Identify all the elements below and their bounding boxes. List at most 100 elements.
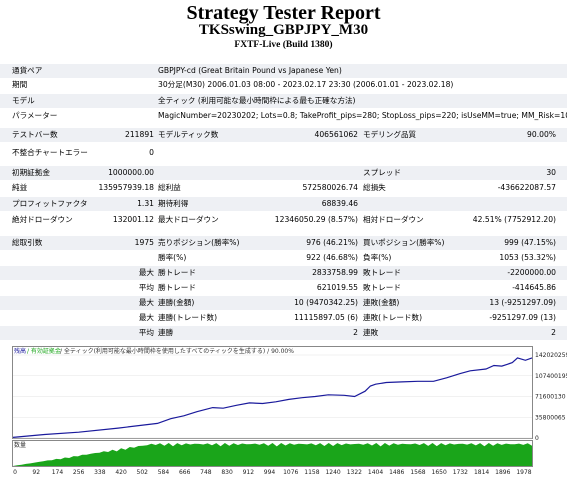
- avg-consec-losses-label: 連敗: [363, 328, 379, 337]
- drawdown-row: 絶対ドローダウン 132001.12 最大ドローダウン 12346050.29 …: [0, 213, 567, 227]
- quality-value: 90.00%: [527, 130, 556, 139]
- y-axis-ticks: 142020259 107400195 71600130 35800065 0: [535, 352, 567, 442]
- avg-consec-losses-value: 2: [551, 328, 556, 337]
- balance-line: [12, 357, 533, 438]
- net-label: 純益: [12, 183, 28, 192]
- y-tick-label: 0: [535, 435, 539, 442]
- pf-label: プロフィットファクタ: [12, 199, 88, 208]
- volume-area: [13, 443, 532, 466]
- total-trades-value: 1975: [134, 238, 154, 247]
- loss-pct-label: 負率(%): [363, 253, 392, 262]
- ticks-value: 406561062: [314, 130, 358, 139]
- report-subtitle: TKSswing_GBPJPY_M30: [198, 22, 369, 38]
- y-tick-label: 107400195: [535, 373, 567, 380]
- x-tick-label: 994: [264, 469, 276, 476]
- balance-graph-panel: 残高 / 有効証拠金 / 全ティック(利用可能な最小時間枠を使用したすべてのティ…: [0, 343, 567, 479]
- x-tick-label: 830: [221, 469, 233, 476]
- abs-dd-label: 絶対ドローダウン: [12, 215, 73, 224]
- win-pct-value: 922 (46.68%): [306, 253, 358, 262]
- avg-win-label: 勝トレード: [158, 283, 196, 292]
- average-row: 平均 勝トレード 621019.55 敗トレード -414645.86: [0, 281, 567, 295]
- x-tick-label: 1814: [474, 469, 489, 476]
- avg-consec-wins-value: 2: [353, 328, 358, 337]
- abs-dd-value: 132001.12: [112, 215, 154, 224]
- rel-dd-label: 相対ドローダウン: [363, 215, 424, 224]
- deposit-row: 初期証拠金 1000000.00 スプレッド 30: [0, 166, 567, 180]
- largest-win-label: 勝トレード: [158, 268, 196, 277]
- consecutive-count-label: 最大: [138, 313, 154, 322]
- consec-losses-amt-label: 連敗(金額): [363, 298, 400, 307]
- x-tick-label: 420: [115, 469, 127, 476]
- consecutive-amount-row: 最大 連勝(金額) 10 (9470342.25) 連敗(金額) 13 (-92…: [0, 296, 567, 310]
- total-trades-row: 総取引数 1975 売りポジション(勝率%) 976 (46.21%) 買いポジ…: [0, 236, 567, 250]
- params-label: パラメーター: [12, 111, 58, 120]
- balance-grid: [13, 354, 532, 439]
- y-tick-label: 71600130: [535, 394, 566, 401]
- consec-loss-value: -9251297.09 (13): [489, 313, 556, 322]
- largest-row: 最大 勝トレード 2833758.99 敗トレード -2200000.00: [0, 266, 567, 280]
- bars-label: テストバー数: [12, 130, 58, 139]
- x-tick-label: 1978: [516, 469, 531, 476]
- x-tick-label: 1486: [389, 469, 404, 476]
- x-tick-label: 1076: [283, 469, 298, 476]
- loss-pct-value: 1053 (53.32%): [499, 253, 556, 262]
- gross-profit-value: 572580026.74: [302, 183, 358, 192]
- quality-label: モデリング品質: [363, 130, 417, 139]
- gross-loss-label: 総損失: [363, 183, 386, 192]
- short-label: 売りポジション(勝率%): [158, 238, 240, 247]
- consecutive-count-row: 最大 連勝(トレード数) 11115897.05 (6) 連敗(トレード数) -…: [0, 311, 567, 325]
- balance-plot-frame: [12, 346, 533, 439]
- max-dd-label: 最大ドローダウン: [158, 215, 219, 224]
- short-value: 976 (46.21%): [306, 238, 358, 247]
- largest-win-value: 2833758.99: [312, 268, 358, 277]
- volume-label: 数量: [14, 441, 26, 449]
- consecutive-amount-label: 最大: [138, 298, 154, 307]
- consec-losses-amt-value: 13 (-9251297.09): [489, 298, 556, 307]
- y-tick-label: 142020259: [535, 352, 567, 359]
- report-table: 通貨ペア GBPJPY-cd (Great Britain Pound vs J…: [0, 58, 567, 342]
- period-label: 期間: [12, 80, 28, 89]
- spread-label: スプレッド: [363, 168, 401, 177]
- symbol-row: 通貨ペア GBPJPY-cd (Great Britain Pound vs J…: [0, 64, 567, 78]
- x-tick-label: 1158: [304, 469, 319, 476]
- model-row: モデル 全ティック (利用可能な最小時間枠による最も正確な方法): [0, 94, 567, 108]
- report-build: FXTF-Live (Build 1380): [234, 40, 333, 50]
- legend-model: / 全ティック(利用可能な最小時間枠を使用したすべてのティックを生成する) / …: [60, 347, 294, 355]
- consec-profit-label: 連勝(トレード数): [158, 313, 218, 322]
- model-value: 全ティック (利用可能な最小時間枠による最も正確な方法): [158, 96, 356, 105]
- deposit-value: 1000000.00: [108, 168, 154, 177]
- x-tick-label: 92: [32, 469, 40, 476]
- y-tick-label: 35800065: [535, 414, 566, 421]
- avg-consecutive-row: 平均 連勝 2 連敗 2: [0, 326, 567, 340]
- x-tick-label: 502: [137, 469, 149, 476]
- x-tick-label: 174: [52, 469, 64, 476]
- avg-loss-value: -414645.86: [512, 283, 556, 292]
- avg-consec-wins-label: 連勝: [158, 328, 174, 337]
- params-value: MagicNumber=20230202; Lots=0.8; TakeProf…: [158, 111, 567, 120]
- legend-equity: / 有効証拠金: [27, 347, 61, 355]
- x-tick-label: 912: [243, 469, 255, 476]
- balance-graph: 残高 / 有効証拠金 / 全ティック(利用可能な最小時間枠を使用したすべてのティ…: [12, 346, 567, 476]
- gross-profit-label: 総利益: [158, 183, 181, 192]
- errors-value: 0: [149, 148, 154, 157]
- period-value: 30分足(M30) 2006.01.03 08:00 - 2023.02.17 …: [158, 80, 454, 89]
- win-rate-row: 勝率(%) 922 (46.68%) 負率(%) 1053 (53.32%): [0, 251, 567, 265]
- x-tick-label: 1240: [325, 469, 340, 476]
- consec-profit-value: 11115897.05 (6): [294, 313, 358, 322]
- pf-row: プロフィットファクタ 1.31 期待利得 68839.46: [0, 197, 567, 211]
- x-tick-label: 256: [73, 469, 85, 476]
- long-value: 999 (47.15%): [504, 238, 556, 247]
- x-tick-label: 1404: [368, 469, 383, 476]
- largest-label: 最大: [138, 268, 154, 277]
- gross-loss-value: -436622087.57: [497, 183, 556, 192]
- win-pct-label: 勝率(%): [158, 253, 187, 262]
- consec-wins-amt-value: 10 (9470342.25): [294, 298, 358, 307]
- average-label: 平均: [138, 283, 154, 292]
- consec-loss-label: 連敗(トレード数): [363, 313, 423, 322]
- x-tick-label: 338: [94, 469, 106, 476]
- legend-balance: 残高: [14, 347, 26, 355]
- payoff-label: 期待利得: [158, 199, 189, 208]
- x-tick-label: 1896: [495, 469, 510, 476]
- x-tick-label: 0: [13, 469, 17, 476]
- x-tick-label: 1568: [410, 469, 425, 476]
